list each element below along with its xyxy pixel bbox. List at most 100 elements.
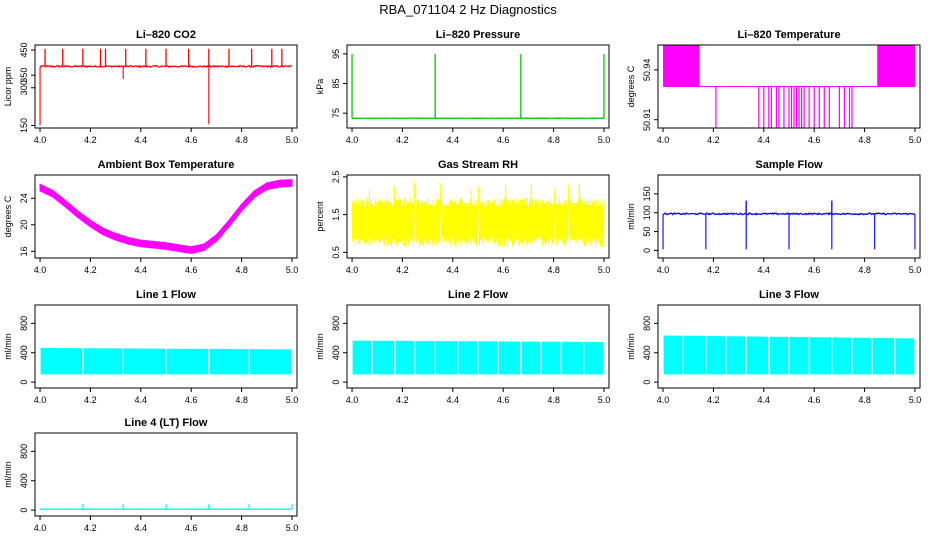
x-tick-label: 4.6 <box>185 395 198 405</box>
panel-title: Gas Stream RH <box>438 159 518 171</box>
x-tick-label: 4.4 <box>135 395 148 405</box>
x-tick-label: 4.8 <box>235 395 248 405</box>
x-tick-label: 4.6 <box>497 265 510 275</box>
series-line <box>662 212 915 216</box>
y-tick-label: 400 <box>642 345 652 360</box>
panel-title: Li–820 CO2 <box>136 29 196 41</box>
x-tick-label: 4.0 <box>346 395 359 405</box>
x-tick-label: 4.2 <box>707 395 720 405</box>
x-tick-label: 4.6 <box>808 265 821 275</box>
y-axis-label: ml/min <box>626 203 636 230</box>
x-tick-label: 4.4 <box>758 395 771 405</box>
flow-block <box>852 337 872 375</box>
y-tick-label: 50 <box>642 227 652 237</box>
flow-block <box>498 341 521 375</box>
y-axis-label: degrees C <box>626 65 636 107</box>
flow-block <box>478 341 498 375</box>
y-axis-label: kPa <box>315 79 325 95</box>
x-tick-label: 4.4 <box>135 265 148 275</box>
y-tick-label: 800 <box>19 444 29 459</box>
y-tick-label: 150 <box>19 118 29 133</box>
plot-frame <box>34 44 298 129</box>
x-tick-label: 4.0 <box>34 395 47 405</box>
plot-frame <box>346 304 610 389</box>
x-tick-label: 4.8 <box>858 265 871 275</box>
panel-title: Sample Flow <box>755 159 823 171</box>
flow-block <box>395 340 415 375</box>
flow-block <box>166 348 209 375</box>
y-tick-label: 75 <box>331 108 341 118</box>
flow-block <box>789 336 809 375</box>
y-tick-label: 0 <box>642 380 652 385</box>
x-tick-label: 4.6 <box>185 135 198 145</box>
y-tick-label: 400 <box>19 345 29 360</box>
x-tick-label: 4.2 <box>707 265 720 275</box>
flow-block <box>809 337 832 375</box>
panel-pressure: Li–820 Pressure kPa 4.0 4.2 4.4 4.6 4.8 5.0 75 85… <box>315 29 610 145</box>
x-tick-label: 5.0 <box>909 265 922 275</box>
x-tick-label: 4.8 <box>547 265 560 275</box>
x-tick-label: 4.0 <box>34 265 47 275</box>
panel-line1: Line 1 Flow ml/min 4.0 4.2 4.4 4.6 4.8 5.0 0 400 8… <box>3 289 298 405</box>
flow-block <box>832 337 852 375</box>
panel-title: Line 4 (LT) Flow <box>125 417 208 429</box>
x-tick-label: 4.4 <box>758 265 771 275</box>
x-tick-label: 4.2 <box>84 395 97 405</box>
flow-block <box>123 348 166 375</box>
y-tick-label: 350 <box>19 68 29 83</box>
y-tick-label: 95 <box>331 49 341 59</box>
y-axis-label: ml/min <box>3 461 13 488</box>
x-tick-label: 4.0 <box>34 135 47 145</box>
series-line1 <box>40 347 292 375</box>
x-tick-label: 5.0 <box>286 523 299 533</box>
flow-block <box>209 348 249 375</box>
x-tick-label: 4.6 <box>808 135 821 145</box>
flow-block <box>769 336 789 375</box>
flow-block <box>584 341 604 375</box>
panel-sample-flow: Sample Flow ml/min 4.0 4.2 4.4 4.6 4.8 5.0 0 50 10… <box>626 159 921 275</box>
x-tick-label: 5.0 <box>286 395 299 405</box>
flow-block <box>726 336 746 375</box>
x-tick-label: 5.0 <box>909 395 922 405</box>
flow-block <box>561 341 584 375</box>
x-tick-label: 4.4 <box>758 135 771 145</box>
series-rh <box>351 182 605 247</box>
x-tick-label: 4.8 <box>547 395 560 405</box>
series-co2 <box>39 48 293 126</box>
y-tick-label: 20 <box>19 220 29 230</box>
x-tick-label: 4.0 <box>657 265 670 275</box>
series-line3 <box>663 335 915 375</box>
x-tick-label: 4.2 <box>396 265 409 275</box>
panel-rh: Gas Stream RH percent 4.0 4.2 4.4 4.6 4.8 5.0 0.… <box>315 159 610 275</box>
panel-title: Li–820 Pressure <box>436 29 520 41</box>
flow-block <box>40 347 83 375</box>
panel-title: Line 3 Flow <box>759 289 819 301</box>
x-tick-label: 4.4 <box>135 135 148 145</box>
plot-frame <box>657 304 921 389</box>
series-line <box>351 182 605 247</box>
series-temperature <box>663 45 915 128</box>
flow-block <box>872 337 895 375</box>
flow-block <box>706 335 726 375</box>
y-tick-label: 100 <box>642 205 652 220</box>
x-tick-label: 4.8 <box>235 135 248 145</box>
flow-block <box>746 336 769 375</box>
x-tick-label: 4.4 <box>447 265 460 275</box>
panel-box-temp: Ambient Box Temperature degrees C 4.0 4.2 4.… <box>3 159 298 275</box>
flow-block <box>458 341 478 375</box>
x-tick-label: 4.6 <box>185 523 198 533</box>
x-tick-label: 5.0 <box>286 135 299 145</box>
plot-frame <box>34 174 298 259</box>
x-tick-label: 4.4 <box>447 395 460 405</box>
x-tick-label: 4.6 <box>808 395 821 405</box>
y-axis-label: percent <box>315 201 325 232</box>
flow-block <box>372 340 395 375</box>
flow-block <box>83 348 123 375</box>
x-tick-label: 4.8 <box>858 395 871 405</box>
flow-block <box>352 340 372 375</box>
y-tick-label: 0.5 <box>331 246 341 259</box>
panel-line4: Line 4 (LT) Flow ml/min 4.0 4.2 4.4 4.6 4.8 5.0… <box>3 417 298 533</box>
y-tick-label: 150 <box>642 186 652 201</box>
series-sample-flow <box>662 200 916 250</box>
